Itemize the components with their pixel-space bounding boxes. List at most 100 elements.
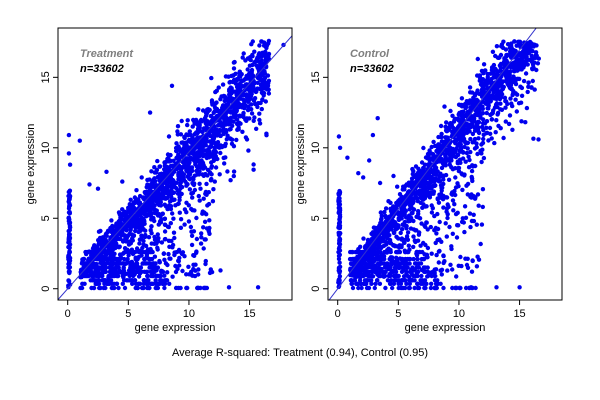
data-point [191, 262, 196, 267]
data-point [150, 281, 156, 286]
data-point [443, 139, 448, 144]
data-point [116, 265, 121, 270]
data-point [406, 183, 411, 188]
data-point [358, 244, 363, 249]
data-point [385, 278, 391, 283]
data-point [176, 258, 181, 264]
data-point [369, 256, 374, 262]
data-point [144, 281, 149, 286]
data-point [432, 285, 438, 291]
data-point [489, 136, 494, 141]
data-point [428, 156, 433, 161]
outlier-point [337, 145, 343, 150]
data-point [165, 191, 170, 196]
data-point [432, 179, 437, 184]
data-point [402, 209, 407, 214]
data-point [425, 180, 430, 186]
data-point [67, 203, 73, 208]
data-point [187, 129, 192, 134]
outlier-point [517, 285, 522, 290]
data-point [234, 89, 239, 94]
data-point [337, 202, 343, 207]
data-point [149, 231, 154, 236]
data-point [122, 285, 128, 291]
data-point [388, 256, 393, 262]
data-point [505, 42, 511, 47]
data-point [479, 151, 484, 156]
data-point [249, 84, 255, 89]
data-point [370, 269, 375, 274]
data-point [146, 285, 152, 291]
data-point [396, 285, 401, 291]
data-point [435, 197, 440, 202]
data-point [182, 222, 187, 227]
treatment-y-tick-label: 0 [40, 286, 52, 292]
data-point [431, 189, 437, 194]
data-point [336, 268, 341, 273]
outlier-point [157, 197, 162, 203]
data-point [486, 103, 491, 109]
data-point [119, 216, 124, 222]
data-point [139, 285, 145, 291]
data-point [532, 60, 537, 65]
data-point [176, 152, 181, 157]
data-point [165, 262, 170, 268]
data-point [210, 135, 216, 140]
data-point [160, 281, 165, 286]
data-point [162, 285, 167, 291]
data-point [425, 151, 431, 157]
data-point [192, 208, 197, 213]
data-point [413, 175, 418, 180]
data-point [443, 221, 448, 226]
data-point [382, 249, 387, 255]
data-point [473, 285, 478, 291]
data-point [237, 70, 242, 76]
data-point [132, 195, 138, 200]
data-point [199, 235, 204, 240]
data-point [177, 249, 182, 254]
data-point [155, 158, 160, 164]
data-point [533, 55, 538, 60]
data-point [264, 43, 270, 48]
data-point [389, 225, 394, 230]
control-x-axis: 0 5 10 15 [335, 300, 526, 320]
outlier-point [147, 110, 153, 115]
data-point [252, 115, 257, 120]
data-point [489, 117, 494, 122]
control-y-tick-label: 0 [310, 286, 322, 292]
data-point [449, 191, 454, 197]
data-point [240, 129, 245, 134]
data-point [491, 88, 496, 93]
data-point [412, 285, 417, 291]
data-point [371, 234, 376, 239]
data-point [355, 249, 361, 255]
data-point [520, 54, 526, 59]
outlier-point [215, 140, 221, 145]
control-fit-line [328, 28, 537, 300]
data-point [150, 273, 155, 279]
data-point [502, 63, 507, 68]
data-point [228, 98, 233, 104]
data-point [226, 109, 231, 114]
data-point [518, 62, 524, 68]
data-point [222, 120, 227, 125]
data-point [423, 177, 428, 182]
data-point [460, 116, 465, 121]
treatment-y-tick-label: 10 [40, 142, 52, 154]
data-point [98, 256, 104, 262]
data-point [263, 49, 268, 54]
data-point [178, 217, 184, 222]
data-point [381, 235, 386, 240]
data-point [257, 121, 263, 126]
data-point [117, 252, 123, 257]
data-point [503, 47, 509, 52]
data-point [168, 199, 173, 204]
data-point [167, 244, 172, 249]
data-point [145, 273, 150, 279]
data-point [386, 273, 391, 279]
data-point [66, 232, 72, 237]
data-point [106, 273, 111, 279]
data-point [386, 240, 392, 245]
data-point [157, 164, 162, 169]
data-point [67, 210, 72, 215]
